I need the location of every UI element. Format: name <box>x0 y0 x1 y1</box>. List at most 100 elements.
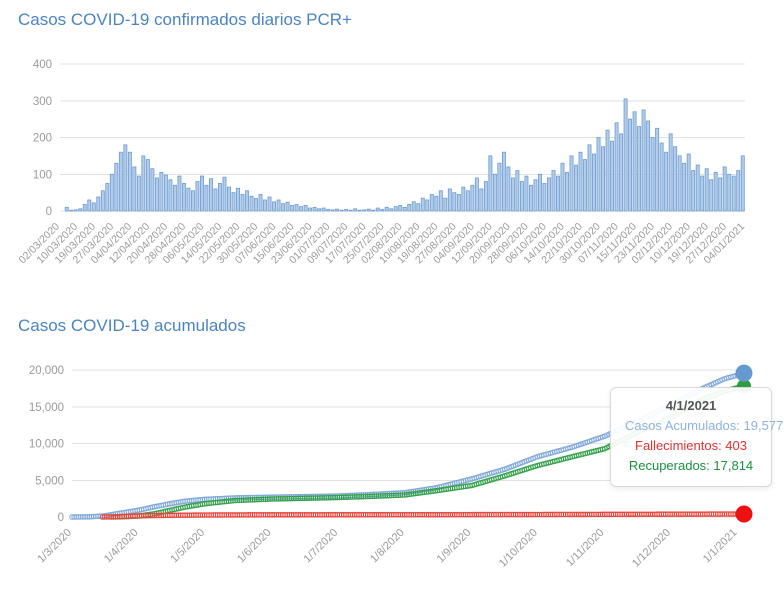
daily-cases-bar[interactable] <box>740 155 745 212</box>
daily-cases-bar[interactable] <box>691 170 696 212</box>
daily-cases-bar[interactable] <box>682 162 687 212</box>
daily-cases-bar[interactable] <box>578 151 583 212</box>
daily-cases-bar[interactable] <box>632 111 637 212</box>
daily-cases-bar[interactable] <box>556 175 560 212</box>
daily-cases-bar[interactable] <box>299 206 304 212</box>
daily-cases-bar[interactable] <box>506 166 511 212</box>
daily-cases-bar[interactable] <box>353 208 358 212</box>
daily-cases-bar[interactable] <box>380 209 385 212</box>
daily-cases-bar[interactable] <box>718 177 723 212</box>
daily-cases-bar[interactable] <box>605 129 610 212</box>
daily-cases-bar[interactable] <box>375 207 380 212</box>
daily-cases-bar[interactable] <box>118 151 123 212</box>
daily-cases-bar[interactable] <box>163 174 168 212</box>
daily-cases-bar[interactable] <box>200 175 204 212</box>
daily-cases-bar[interactable] <box>393 206 398 212</box>
daily-cases-bar[interactable] <box>425 199 430 212</box>
daily-cases-bar[interactable] <box>587 144 592 212</box>
daily-cases-bar[interactable] <box>82 203 87 212</box>
daily-cases-bar[interactable] <box>650 137 655 212</box>
daily-cases-bar[interactable] <box>411 201 416 212</box>
daily-cases-bar-chart[interactable]: 010020030040002/03/202010/03/202019/03/2… <box>0 50 784 300</box>
daily-cases-bar[interactable] <box>100 190 105 212</box>
daily-cases-bar[interactable] <box>281 203 286 212</box>
daily-cases-bar[interactable] <box>492 173 497 212</box>
daily-cases-bar[interactable] <box>186 187 191 212</box>
daily-cases-bar[interactable] <box>258 194 263 212</box>
daily-cases-bar[interactable] <box>231 192 236 212</box>
daily-cases-bar[interactable] <box>673 146 678 212</box>
daily-cases-bar[interactable] <box>362 209 367 212</box>
daily-cases-bar[interactable] <box>398 205 403 212</box>
daily-cases-bar[interactable] <box>646 120 651 212</box>
daily-cases-bar[interactable] <box>272 201 277 212</box>
daily-cases-bar[interactable] <box>181 183 186 212</box>
daily-cases-bar[interactable] <box>677 155 682 212</box>
daily-cases-bar[interactable] <box>91 202 96 212</box>
daily-cases-bar[interactable] <box>114 162 119 212</box>
daily-cases-bar[interactable] <box>497 162 502 212</box>
daily-cases-bar[interactable] <box>222 176 227 212</box>
fallecimientos-endpoint-dot[interactable] <box>735 505 753 523</box>
daily-cases-bar[interactable] <box>141 155 146 212</box>
daily-cases-bar[interactable] <box>213 188 218 212</box>
daily-cases-bar[interactable] <box>69 209 74 212</box>
daily-cases-bar[interactable] <box>276 199 281 212</box>
daily-cases-bar[interactable] <box>177 175 182 212</box>
daily-cases-bar[interactable] <box>538 173 542 212</box>
daily-cases-bar[interactable] <box>330 209 335 212</box>
daily-cases-bar[interactable] <box>686 153 691 212</box>
acumulados-endpoint-dot[interactable] <box>735 364 753 382</box>
daily-cases-bar[interactable] <box>123 144 128 212</box>
daily-cases-bar[interactable] <box>474 177 479 212</box>
daily-cases-bar[interactable] <box>285 201 290 212</box>
daily-cases-bar[interactable] <box>136 175 141 212</box>
daily-cases-bar[interactable] <box>344 209 349 212</box>
daily-cases-bar[interactable] <box>420 197 425 212</box>
daily-cases-bar[interactable] <box>569 155 574 212</box>
daily-cases-bar[interactable] <box>601 146 605 212</box>
daily-cases-bar[interactable] <box>465 190 470 212</box>
daily-cases-bar[interactable] <box>371 209 376 212</box>
daily-cases-bar[interactable] <box>470 184 475 212</box>
daily-cases-bar[interactable] <box>132 166 137 212</box>
daily-cases-bar[interactable] <box>308 207 313 212</box>
daily-cases-bar[interactable] <box>168 179 173 212</box>
daily-cases-bar[interactable] <box>429 194 434 212</box>
daily-cases-bar[interactable] <box>195 181 200 212</box>
daily-cases-bar[interactable] <box>614 122 619 212</box>
daily-cases-bar[interactable] <box>461 186 466 212</box>
daily-cases-bar[interactable] <box>317 208 322 212</box>
daily-cases-bar[interactable] <box>722 166 727 212</box>
daily-cases-bar[interactable] <box>655 127 660 212</box>
daily-cases-bar[interactable] <box>704 168 709 212</box>
daily-cases-bar[interactable] <box>407 203 412 212</box>
daily-cases-bar[interactable] <box>64 206 69 212</box>
daily-cases-bar[interactable] <box>524 175 529 212</box>
daily-cases-bar[interactable] <box>218 183 222 212</box>
daily-cases-bar[interactable] <box>263 199 267 212</box>
daily-cases-bar[interactable] <box>479 188 484 212</box>
daily-cases-bar[interactable] <box>501 151 506 212</box>
daily-cases-bar[interactable] <box>321 207 326 212</box>
daily-cases-bar[interactable] <box>596 137 601 212</box>
daily-cases-bar[interactable] <box>384 206 389 212</box>
daily-cases-bar[interactable] <box>154 177 159 212</box>
daily-cases-bar[interactable] <box>574 164 578 212</box>
daily-cases-bar[interactable] <box>488 155 493 212</box>
daily-cases-bar[interactable] <box>551 170 556 212</box>
daily-cases-bar[interactable] <box>249 195 254 212</box>
daily-cases-bar[interactable] <box>402 206 407 212</box>
daily-cases-bar[interactable] <box>515 170 520 212</box>
daily-cases-bar[interactable] <box>709 179 714 212</box>
daily-cases-bar[interactable] <box>109 173 114 212</box>
daily-cases-bar[interactable] <box>483 181 488 212</box>
daily-cases-bar[interactable] <box>700 175 705 212</box>
daily-cases-bar[interactable] <box>73 209 78 212</box>
daily-cases-bar[interactable] <box>727 173 732 212</box>
daily-cases-bar[interactable] <box>127 151 132 212</box>
daily-cases-bar[interactable] <box>547 177 551 212</box>
daily-cases-bar[interactable] <box>664 151 669 212</box>
daily-cases-bar[interactable] <box>87 199 92 212</box>
daily-cases-bar[interactable] <box>105 183 110 212</box>
